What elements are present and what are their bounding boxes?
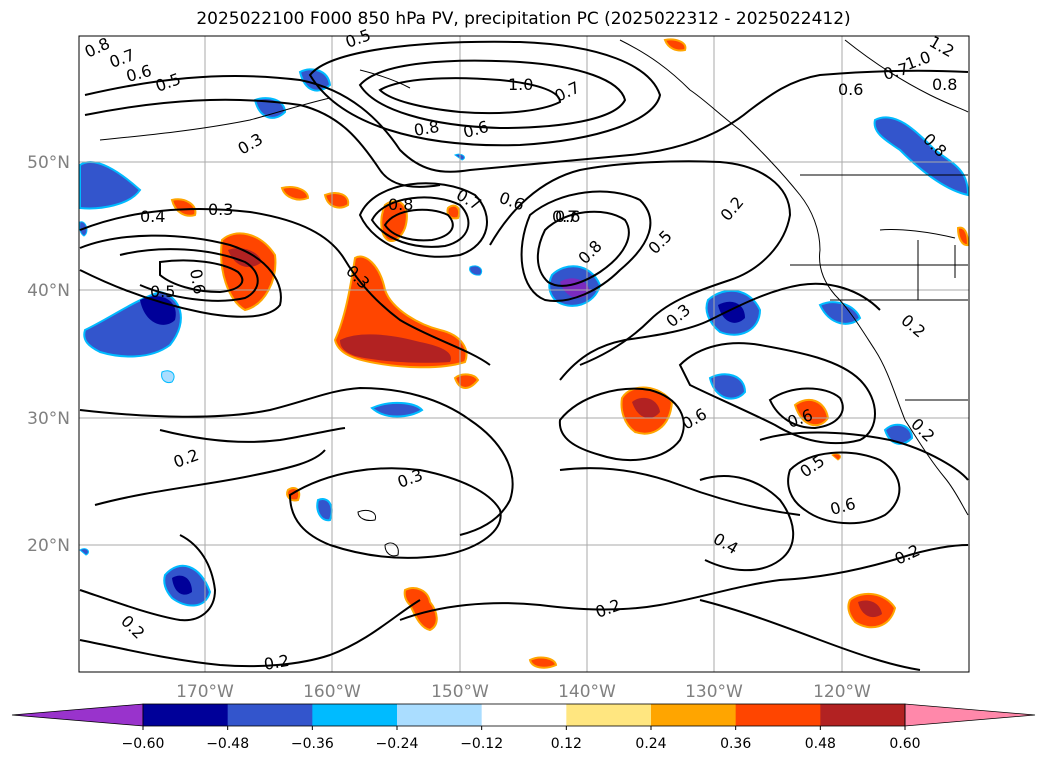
map-title: 2025022100 F000 850 hPa PV, precipitatio… [196,9,851,29]
colorbar-segment [820,704,906,726]
colorbar-extend-min [11,703,144,727]
map-panel: 0.8 0.7 0.6 0.5 0.5 1.0 0.7 0.8 0.6 0.3 … [78,25,970,674]
lon-label: 150°W [431,682,489,702]
contour-label: 0.8 [388,195,413,214]
lat-label: 40°N [27,281,70,301]
precip-blob [323,192,350,209]
precip-blob [228,248,262,267]
colorbar-segment [312,704,398,726]
precip-blob [560,278,590,298]
map-frame [78,35,970,673]
precip-blob [316,498,333,522]
colorbar-tick-label: 0.24 [635,736,666,752]
precip-blob [956,226,970,247]
precip-blob [446,204,461,220]
colorbar-segment [143,704,229,726]
lat-label: 20°N [27,536,70,556]
precip-positive-areas [170,38,970,669]
precip-blob [380,200,408,242]
colorbar-segment [481,704,567,726]
precip-blob [663,38,687,52]
contour-label: 0.6 [838,80,863,99]
contour-label: 0.6 [186,267,209,295]
colorbar-tick-label: 0.12 [551,736,582,752]
precip-blob [280,186,310,201]
lon-label: 160°W [303,682,361,702]
precip-blob [79,548,89,556]
colorbar-extend-max [904,703,1036,727]
precip-blob [528,656,558,669]
contour-label: 0.8 [412,117,440,140]
contour-label: 0.4 [140,207,165,226]
colorbar-segment [397,704,483,726]
contour-label: 0.3 [208,200,233,219]
colorbar-tick-label: −0.36 [291,736,334,752]
contour-label: 0.7 [552,207,577,226]
contour-label: 0.2 [262,651,290,674]
precip-blob [79,161,142,210]
colorbar: −0.60 −0.48 −0.36 −0.24 −0.12 0.12 0.24 0.36 0.4… [11,703,1036,752]
precip-blob [831,453,841,461]
precip-blob [370,402,424,418]
contour-label: 0.6 [555,207,580,226]
precip-blob [708,373,747,400]
colorbar-segment [566,704,652,726]
colorbar-tick-label: 0.36 [720,736,751,752]
map-background [79,36,969,672]
lat-label: 50°N [27,153,70,173]
colorbar-segment [735,704,821,726]
coastlines [99,39,969,557]
contour-label: 0.5 [150,282,175,301]
precip-blob [632,397,660,418]
colorbar-tick-label: 0.60 [889,736,920,752]
lon-label: 120°W [813,682,871,702]
lat-label: 30°N [27,409,70,429]
colorbar-tick-label: 0.48 [805,736,836,752]
contour-label: 1.0 [508,75,533,94]
colorbar-tick-label: −0.24 [376,736,419,752]
precip-blob [172,575,192,595]
graticule [79,36,969,672]
colorbar-segment [651,704,737,726]
precip-blob [161,370,175,383]
colorbar-tick-label: −0.60 [122,736,165,752]
colorbar-tick-label: −0.12 [460,736,503,752]
pv-contours [79,40,969,671]
contour-label: 0.8 [932,75,957,94]
colorbar-segment [227,704,313,726]
colorbar-tick-label: −0.48 [206,736,249,752]
latitude-labels: 50°N 40°N 30°N 20°N [27,153,70,556]
precip-blob [469,265,483,276]
precip-blob [453,373,480,389]
precip-blob [403,587,438,632]
precip-blob [818,301,862,325]
colorbar-outline [142,703,906,727]
precip-blob [340,334,451,363]
precip-negative-areas [79,68,970,607]
precip-blob [858,600,882,618]
lon-label: 170°W [176,682,234,702]
longitude-labels: 170°W 160°W 150°W 140°W 130°W 120°W [176,682,871,702]
lon-label: 130°W [685,682,743,702]
precip-blob [873,116,970,197]
lon-label: 140°W [558,682,616,702]
